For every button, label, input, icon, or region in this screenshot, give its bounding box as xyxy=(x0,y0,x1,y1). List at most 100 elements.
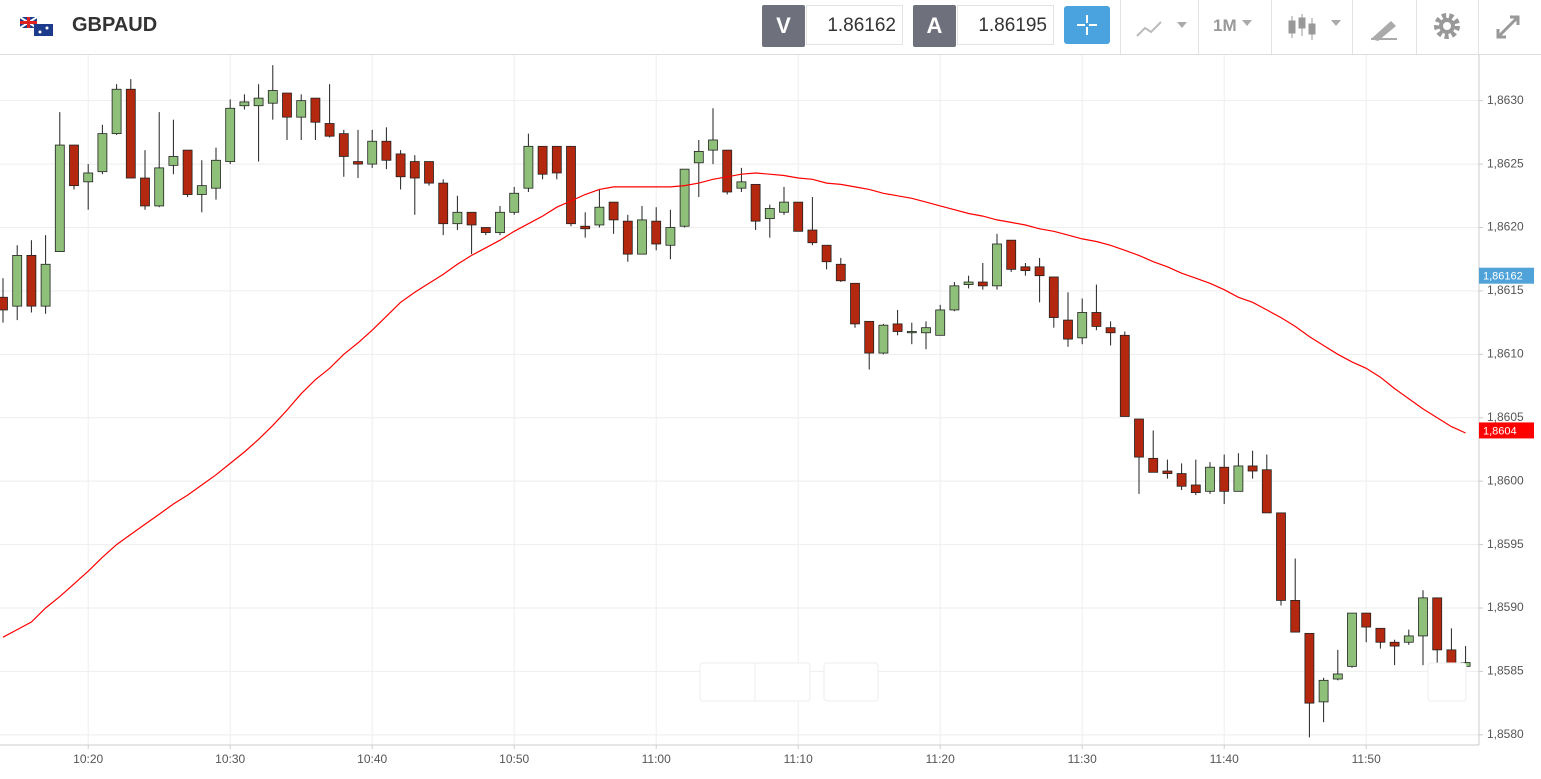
separator xyxy=(1478,0,1479,54)
price-marker xyxy=(1479,267,1534,284)
plot-area xyxy=(0,55,1479,745)
candle-body xyxy=(296,100,307,118)
bid-label: V xyxy=(762,5,805,47)
x-tick-label: 10:20 xyxy=(73,752,103,766)
x-tick-label: 11:00 xyxy=(642,752,671,766)
y-tick-label: 1,8585 xyxy=(1487,664,1524,678)
candle-body xyxy=(1432,597,1443,651)
nav-button[interactable] xyxy=(1427,662,1467,702)
candle-body xyxy=(353,161,363,165)
candle-body xyxy=(821,244,832,263)
candle-body xyxy=(111,88,122,135)
candle-body xyxy=(1148,457,1159,473)
x-tick-label: 10:30 xyxy=(215,752,245,766)
x-tick-label: 10:40 xyxy=(357,752,387,766)
price-marker xyxy=(1479,422,1534,439)
candle-body xyxy=(168,156,179,166)
candle-body xyxy=(551,145,562,174)
separator xyxy=(1120,0,1121,54)
nav-button[interactable] xyxy=(823,662,879,702)
separator xyxy=(1198,0,1199,54)
candle-body xyxy=(395,153,406,178)
candle-body xyxy=(779,201,789,213)
candle-body xyxy=(282,92,292,118)
candle-body xyxy=(935,309,946,336)
candle-body xyxy=(1233,465,1244,492)
y-tick-label: 1,8610 xyxy=(1487,347,1524,361)
candle-body xyxy=(594,206,605,226)
candle-body xyxy=(622,220,633,255)
candle-body xyxy=(154,167,165,207)
candle-body xyxy=(679,168,690,227)
candle-body xyxy=(992,243,1002,287)
bid-price: 1.86162 xyxy=(806,5,903,45)
settings-button[interactable] xyxy=(1432,11,1462,41)
y-tick-label: 1,8605 xyxy=(1487,410,1524,424)
candle-body xyxy=(1290,600,1301,633)
candle-type-button[interactable] xyxy=(1287,12,1343,42)
candle-body xyxy=(438,182,449,225)
x-tick-label: 11:10 xyxy=(784,752,813,766)
candle-body xyxy=(367,140,378,165)
candle-body xyxy=(1048,276,1059,318)
draw-tool-button[interactable] xyxy=(1368,13,1400,41)
timeframe-button[interactable]: 1M xyxy=(1213,16,1237,35)
y-tick-label: 1,8625 xyxy=(1487,156,1524,170)
candle-body xyxy=(963,281,974,285)
price-marker-label: 1,86162 xyxy=(1483,271,1523,283)
chart-type-button[interactable] xyxy=(1135,14,1190,40)
candle-body xyxy=(722,149,733,193)
candle-body xyxy=(1162,470,1173,474)
candle-body xyxy=(1332,673,1343,680)
candle-body xyxy=(1006,239,1017,270)
candle-body xyxy=(424,161,434,184)
y-tick-label: 1,8615 xyxy=(1487,283,1524,297)
candle-body xyxy=(239,101,250,107)
x-tick-label: 11:50 xyxy=(1352,752,1381,766)
separator xyxy=(1352,0,1353,54)
candle-body xyxy=(509,192,520,213)
fullscreen-button[interactable] xyxy=(1494,13,1524,41)
candle-body xyxy=(1261,469,1272,514)
candle-body xyxy=(949,285,960,311)
toolbar: GBPAUD V 1.86162 A 1.86195 1M xyxy=(0,0,1541,55)
x-tick-label: 10:50 xyxy=(499,752,529,766)
y-tick-label: 1,8620 xyxy=(1487,220,1524,234)
symbol: GBPAUD xyxy=(72,14,158,36)
candle-body xyxy=(977,281,988,287)
candle-body xyxy=(338,133,349,157)
candle-body xyxy=(480,227,491,233)
candle-body xyxy=(566,145,576,225)
separator xyxy=(1271,0,1272,54)
candle-body xyxy=(26,255,37,307)
ask-label: A xyxy=(913,5,956,47)
candle-body xyxy=(637,219,647,255)
candle-body xyxy=(1020,266,1031,272)
candle-body xyxy=(409,161,420,179)
candle-body xyxy=(1418,597,1428,637)
candle-body xyxy=(1389,641,1400,647)
candle-body xyxy=(1304,632,1315,704)
candle-body xyxy=(69,144,79,187)
candle-body xyxy=(1034,266,1045,277)
candle-body xyxy=(1361,612,1372,628)
candle-body xyxy=(1190,484,1201,493)
separator xyxy=(1416,0,1417,54)
candle-body xyxy=(736,181,747,189)
candle-body xyxy=(651,220,662,245)
candle-body xyxy=(835,263,846,282)
y-tick-label: 1,8630 xyxy=(1487,93,1524,107)
candle-body xyxy=(12,255,23,307)
candle-body xyxy=(1247,465,1258,472)
candle-body xyxy=(1276,512,1286,601)
y-tick-label: 1,8600 xyxy=(1487,473,1524,487)
candle-body xyxy=(310,97,321,123)
candle-body xyxy=(267,90,278,104)
crosshair-button[interactable] xyxy=(1064,6,1110,44)
y-tick-label: 1,8580 xyxy=(1487,727,1524,741)
candle-body xyxy=(40,263,51,307)
candle-body xyxy=(906,331,917,334)
candle-body xyxy=(1205,466,1215,492)
